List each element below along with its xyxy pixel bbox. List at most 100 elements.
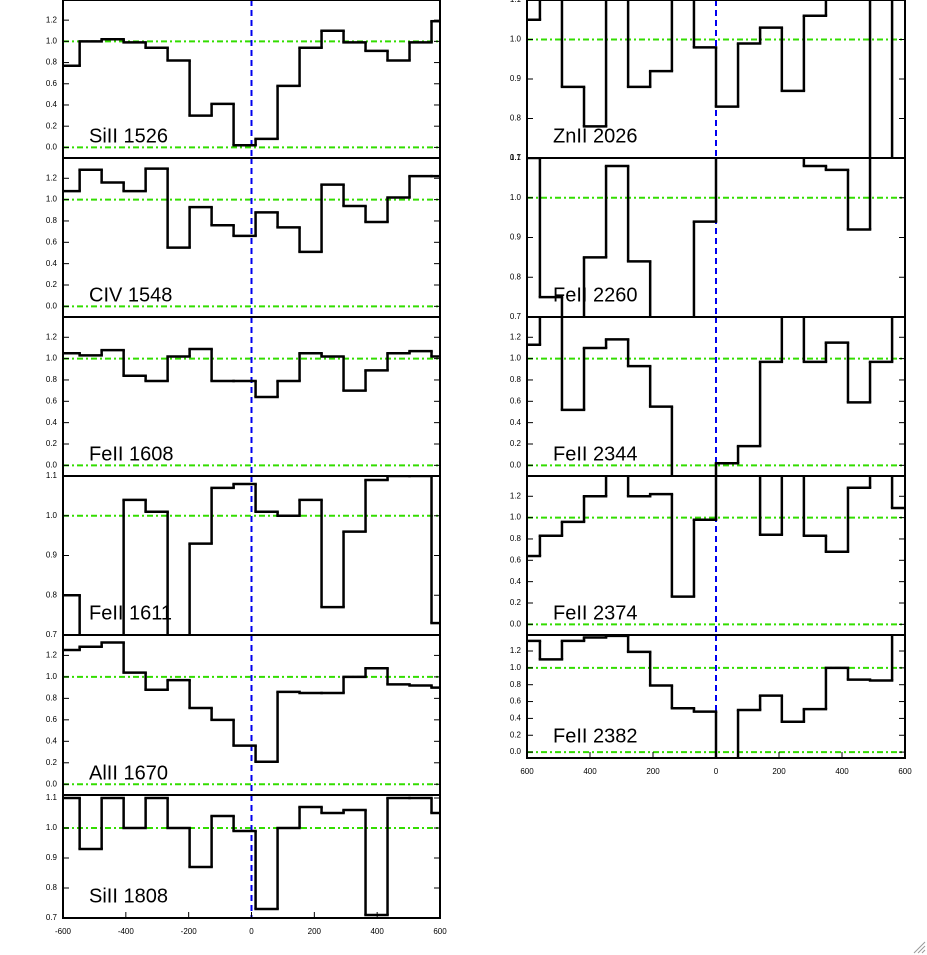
x-tick-label: -200 [181, 927, 198, 936]
plot-area [63, 158, 440, 317]
line-label: FeII 1608 [89, 443, 174, 465]
grip-line [917, 945, 926, 954]
y-tick-label: 0.8 [46, 590, 58, 599]
plot-area [63, 317, 440, 476]
y-tick-label: 0.8 [510, 272, 522, 281]
y-tick-label: 0.0 [510, 747, 522, 756]
line-label: FeII 2260 [553, 284, 638, 306]
y-tick-label: 0.2 [510, 439, 522, 448]
panel: 0.7 0.8 0.9 1.0 1.1 -600 -400 -200 0 200 400 600 SiI… [46, 793, 447, 936]
y-tick-label: 1.0 [46, 36, 58, 45]
y-tick-label: 1.2 [510, 491, 522, 500]
line-label: SiII 1808 [89, 885, 168, 907]
x-tick-label: -400 [118, 927, 135, 936]
y-tick-label: 0.2 [46, 280, 58, 289]
y-tick-label: 0.8 [510, 680, 522, 689]
plot-area [527, 476, 905, 635]
x-tick-label: 600 [433, 927, 447, 936]
y-tick-label: 0.0 [510, 619, 522, 628]
x-tick-label: 200 [308, 927, 322, 936]
panel: 0.7 0.8 0.9 1.0 1.1 FeII 2260 [510, 153, 906, 321]
y-tick-label: 0.7 [46, 913, 58, 922]
y-tick-label: 1.1 [46, 471, 58, 480]
y-tick-label: 0.2 [46, 121, 58, 130]
y-tick-label: 0.6 [510, 555, 522, 564]
y-tick-label: 0.2 [510, 598, 522, 607]
y-tick-label: 1.1 [510, 153, 522, 162]
y-tick-label: 0.0 [46, 301, 58, 310]
line-label: FeII 2344 [553, 443, 638, 465]
y-tick-label: 1.0 [46, 195, 58, 204]
grip-line [921, 949, 926, 954]
y-tick-label: 1.0 [510, 193, 522, 202]
y-tick-label: 0.7 [510, 312, 522, 321]
y-tick-label: 0.9 [46, 551, 58, 560]
y-tick-label: 1.0 [46, 511, 58, 520]
panel: 0.0 0.2 0.4 0.6 0.8 1.0 1.2 AlII 1670 [46, 634, 441, 796]
y-tick-label: 0.7 [46, 630, 58, 639]
panel: 0.0 0.2 0.4 0.6 0.8 1.0 1.2 FeII 1608 [46, 316, 441, 477]
x-tick-label: 400 [835, 767, 849, 776]
x-tick-label: 200 [646, 767, 660, 776]
line-label: FeII 1611 [89, 602, 172, 624]
y-tick-label: 1.0 [510, 35, 522, 44]
y-tick-label: 0.6 [46, 396, 58, 405]
y-tick-label: 1.2 [46, 651, 58, 660]
y-tick-label: 1.2 [510, 646, 522, 655]
panel: 0.0 0.2 0.4 0.6 0.8 1.0 1.2 CIV 1548 [46, 157, 441, 318]
y-tick-label: 0.8 [510, 114, 522, 123]
y-tick-label: 0.4 [510, 714, 522, 723]
x-tick-label: -600 [55, 927, 72, 936]
line-label: AlII 1670 [89, 762, 168, 784]
line-label: FeII 2382 [553, 725, 638, 747]
y-tick-label: 0.4 [46, 259, 58, 268]
y-tick-label: 0.2 [510, 730, 522, 739]
plot-area [527, 158, 905, 317]
y-tick-label: 1.2 [46, 15, 58, 24]
line-label: CIV 1548 [89, 284, 172, 306]
y-tick-label: 1.0 [46, 672, 58, 681]
y-tick-label: 0.8 [46, 58, 58, 67]
y-tick-label: 0.9 [46, 853, 58, 862]
y-tick-label: 0.6 [46, 79, 58, 88]
y-tick-label: 1.0 [510, 354, 522, 363]
y-tick-label: 0.4 [46, 100, 58, 109]
y-tick-label: 1.1 [510, 0, 522, 4]
plot-area [527, 0, 905, 158]
grip-line [913, 941, 926, 954]
plot-area [527, 317, 905, 476]
plot-area [527, 635, 905, 758]
y-tick-label: 0.4 [46, 736, 58, 745]
y-tick-label: 1.0 [46, 354, 58, 363]
x-tick-label: 400 [370, 927, 384, 936]
y-tick-label: 0.0 [46, 779, 58, 788]
y-tick-label: 0.8 [46, 375, 58, 384]
y-tick-label: 0.2 [46, 758, 58, 767]
x-tick-label: 600 [520, 767, 534, 776]
panel: 0.0 0.2 0.4 0.6 0.8 1.0 1.2 600 400 200 0 200 400 600… [510, 634, 912, 776]
y-tick-label: 0.8 [510, 375, 522, 384]
y-tick-label: 1.0 [510, 663, 522, 672]
y-tick-label: 0.7 [510, 153, 522, 162]
panel: 0.0 0.2 0.4 0.6 0.8 1.0 1.2 FeII 2374 [510, 475, 906, 636]
y-tick-label: 0.0 [510, 460, 522, 469]
x-tick-label: 0 [714, 767, 719, 776]
panel: 0.7 0.8 0.9 1.0 1.1 FeII 1611 [46, 471, 441, 639]
x-tick-label: 200 [772, 767, 786, 776]
y-tick-label: 1.0 [510, 513, 522, 522]
line-label: FeII 2374 [553, 602, 638, 624]
plot-area [63, 795, 440, 918]
y-tick-label: 0.6 [510, 396, 522, 405]
line-label: SiII 1526 [89, 125, 168, 147]
y-tick-label: 0.4 [46, 418, 58, 427]
y-tick-label: 0.9 [510, 74, 522, 83]
panel: 0.0 0.2 0.4 0.6 0.8 1.0 1.2 FeII 2344 [510, 316, 906, 477]
y-tick-label: 0.9 [510, 233, 522, 242]
y-tick-label: 0.8 [46, 883, 58, 892]
x-tick-label: 600 [898, 767, 912, 776]
y-tick-label: 0.8 [46, 693, 58, 702]
x-tick-label: 0 [249, 927, 254, 936]
y-tick-label: 0.0 [46, 460, 58, 469]
y-tick-label: 0.2 [46, 439, 58, 448]
